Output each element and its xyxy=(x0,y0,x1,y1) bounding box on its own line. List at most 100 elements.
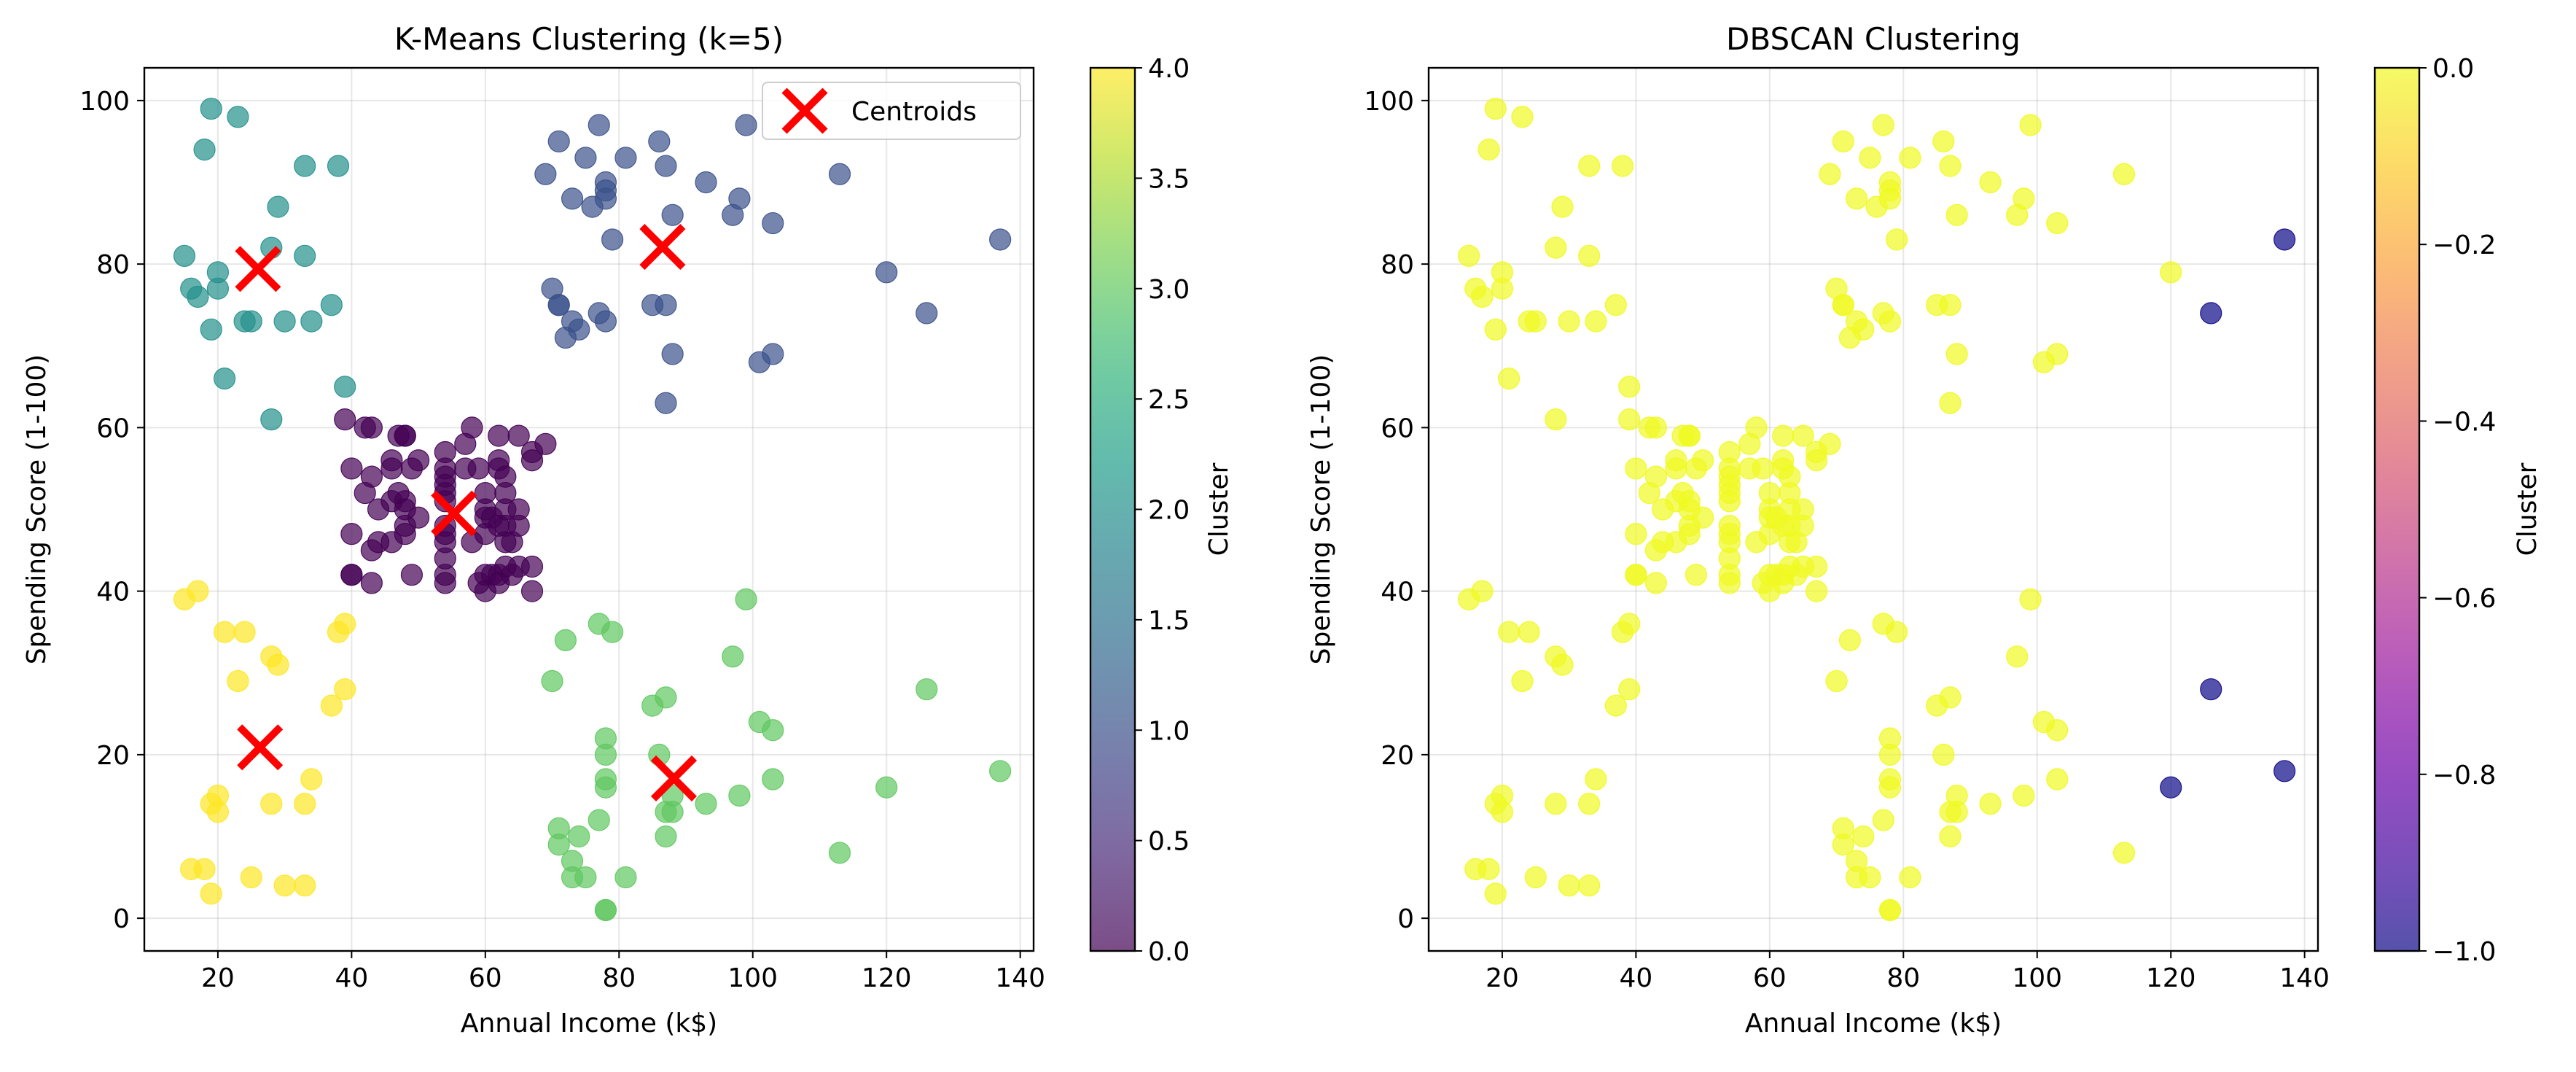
data-point xyxy=(1691,506,1714,529)
colorbar-tick-label: −0.4 xyxy=(2432,407,2496,437)
data-point xyxy=(1805,555,1828,578)
centroid-marker xyxy=(235,246,281,292)
data-point xyxy=(1878,743,1902,766)
data-point xyxy=(554,629,577,652)
grid xyxy=(1429,68,2318,951)
data-point xyxy=(614,147,637,169)
data-point xyxy=(1518,621,1540,643)
data-point xyxy=(334,408,356,431)
data-point xyxy=(2160,776,2182,799)
data-point xyxy=(916,302,938,325)
data-point xyxy=(360,465,383,488)
data-point xyxy=(1678,523,1701,545)
data-point xyxy=(1625,457,1647,480)
data-point xyxy=(294,155,316,177)
data-point xyxy=(1939,392,1962,414)
data-point xyxy=(507,424,530,447)
x-tick-label: 60 xyxy=(1753,963,1787,993)
data-point xyxy=(193,139,216,161)
data-point xyxy=(360,416,383,439)
y-tick-label: 20 xyxy=(1381,741,1414,771)
data-point xyxy=(728,784,751,807)
data-point xyxy=(534,163,557,185)
data-point xyxy=(1792,498,1814,521)
data-point xyxy=(1852,825,1875,848)
data-point xyxy=(1805,449,1828,472)
data-point xyxy=(240,310,262,333)
data-point xyxy=(434,531,456,554)
data-point xyxy=(728,187,751,210)
y-axis-ticks: 0 20 40 60 80 100 xyxy=(79,87,144,934)
y-axis-ticks: 0 20 40 60 80 100 xyxy=(1364,87,1429,934)
legend-marker xyxy=(781,88,828,134)
data-point xyxy=(434,572,456,594)
data-point xyxy=(1685,564,1708,586)
x-tick-label: 20 xyxy=(1486,963,1519,993)
data-point xyxy=(762,719,784,742)
data-point xyxy=(187,580,209,602)
data-point xyxy=(1511,106,1534,128)
data-point xyxy=(601,621,624,643)
data-point xyxy=(2112,163,2136,185)
data-point xyxy=(1945,343,1968,365)
data-point xyxy=(206,801,230,823)
data-point xyxy=(1838,629,1861,652)
data-point xyxy=(213,621,236,643)
data-point xyxy=(828,163,851,185)
y-tick-label: 80 xyxy=(1381,250,1414,280)
data-point xyxy=(1878,776,1902,799)
data-point xyxy=(1618,678,1641,701)
data-point xyxy=(327,155,350,177)
data-point xyxy=(561,850,584,872)
data-point xyxy=(1644,416,1667,439)
dbscan-panel: 20 40 60 80 100 120 140 0 20 40 60 80 100 DBSCAN Clus… xyxy=(1306,21,2542,1038)
data-point xyxy=(294,874,316,897)
data-point xyxy=(1718,440,1741,464)
data-point xyxy=(1899,866,1921,889)
data-point xyxy=(173,244,196,267)
data-point xyxy=(2046,768,2069,791)
data-point xyxy=(2112,842,2136,864)
legend-label: Centroids xyxy=(851,97,977,127)
data-point xyxy=(655,294,677,316)
data-point xyxy=(507,498,530,521)
data-point xyxy=(1604,294,1627,316)
data-point xyxy=(1625,523,1647,545)
data-point xyxy=(2200,678,2222,701)
data-point xyxy=(1886,621,1908,643)
data-point xyxy=(574,147,597,169)
colorbar-tick-label: 0.5 xyxy=(1148,827,1190,857)
data-point xyxy=(334,376,356,398)
colorbar: 0.0 0.5 1.0 1.5 2.0 2.5 3.0 3.5 4.0 Cluster xyxy=(1089,54,1234,967)
data-point xyxy=(1932,130,1955,153)
data-point xyxy=(1665,457,1687,480)
data-point xyxy=(722,645,744,668)
data-point xyxy=(1718,490,1741,513)
axes-frame xyxy=(143,66,1035,952)
data-point xyxy=(568,318,590,341)
data-point xyxy=(1745,416,1768,439)
data-point xyxy=(1491,261,1514,284)
data-point xyxy=(1932,743,1955,766)
data-point xyxy=(2046,211,2069,235)
x-tick-label: 120 xyxy=(2146,963,2196,993)
data-point xyxy=(695,171,717,194)
data-point xyxy=(1718,572,1741,594)
data-point xyxy=(1545,793,1567,815)
data-point xyxy=(1678,424,1701,447)
data-point xyxy=(1878,187,1902,210)
data-point xyxy=(762,211,784,235)
legend-box xyxy=(762,82,1021,140)
y-tick-label: 0 xyxy=(113,904,130,934)
data-point xyxy=(200,318,222,341)
data-point xyxy=(1585,310,1607,333)
colorbar-tick-label: 1.5 xyxy=(1148,606,1190,636)
data-point xyxy=(300,768,323,791)
data-point xyxy=(1611,155,1634,177)
centroid-marker xyxy=(237,724,284,771)
colorbar-gradient xyxy=(2373,66,2421,952)
data-point xyxy=(594,743,617,766)
data-point xyxy=(380,457,403,480)
data-point xyxy=(1578,874,1601,897)
